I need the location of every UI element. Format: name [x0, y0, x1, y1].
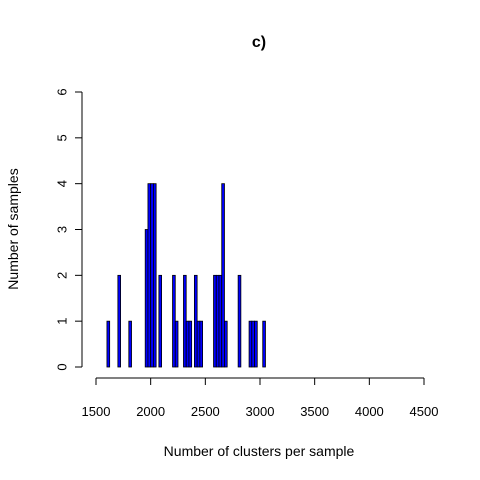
histogram-bar — [193, 274, 198, 368]
x-tick-label: 2000 — [136, 404, 165, 419]
histogram-bar — [213, 274, 217, 368]
histogram-bar — [158, 274, 163, 368]
histogram-bar — [221, 183, 225, 368]
y-tick-label: 2 — [55, 272, 70, 279]
y-tick-label: 5 — [55, 134, 70, 141]
histogram-bar — [262, 320, 266, 368]
bars-group — [106, 183, 266, 368]
histogram-bar — [237, 274, 242, 368]
y-axis: 0 1 2 3 4 5 6 — [55, 88, 83, 371]
histogram-bar — [196, 320, 201, 368]
histogram-bar — [172, 274, 176, 368]
histogram-bar — [128, 320, 132, 368]
chart-title: c) — [252, 34, 266, 51]
histogram-bar — [224, 320, 228, 368]
histogram-bar — [174, 320, 179, 368]
y-tick-label: 4 — [55, 180, 70, 187]
x-tick-label: 4500 — [410, 404, 439, 419]
histogram-bar — [248, 320, 253, 368]
x-tick-label: 2500 — [191, 404, 220, 419]
x-tick-label: 4000 — [355, 404, 384, 419]
y-tick-label: 0 — [55, 363, 70, 370]
histogram-bar — [144, 229, 149, 368]
histogram-bar — [117, 274, 122, 368]
histogram-bar — [106, 320, 111, 368]
x-axis-title: Number of clusters per sample — [164, 443, 355, 459]
x-tick-label: 3000 — [246, 404, 275, 419]
histogram-bar — [215, 274, 220, 368]
histogram-bar — [147, 183, 152, 368]
y-tick-label: 3 — [55, 226, 70, 233]
histogram-bar — [185, 320, 190, 368]
histogram-bar — [150, 183, 154, 368]
histogram-bar — [218, 274, 223, 368]
histogram-bar — [251, 320, 255, 368]
x-tick-label: 1500 — [82, 404, 111, 419]
y-tick-label: 6 — [55, 88, 70, 95]
histogram-bar — [199, 320, 204, 368]
y-tick-label: 1 — [55, 318, 70, 325]
histogram-bar — [188, 320, 193, 368]
y-axis-title: Number of samples — [5, 168, 21, 289]
x-axis: 1500 2000 2500 3000 3500 4000 4500 — [82, 377, 439, 419]
histogram-bar — [152, 183, 157, 368]
x-tick-label: 3500 — [300, 404, 329, 419]
histogram-bar — [254, 320, 258, 368]
histogram-bar — [183, 274, 187, 368]
